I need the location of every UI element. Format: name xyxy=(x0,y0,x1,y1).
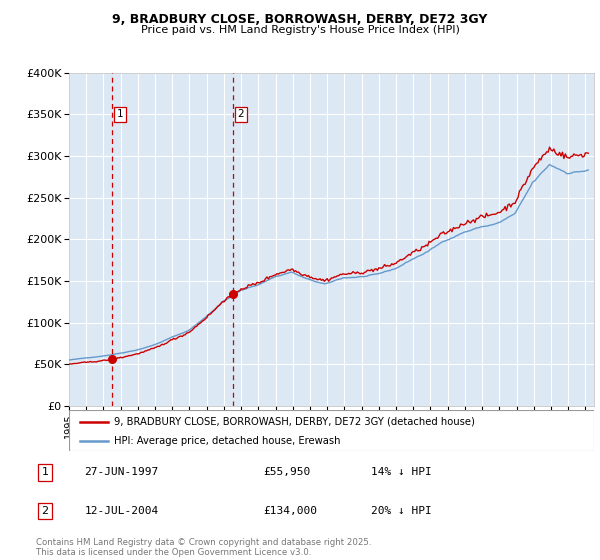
Text: 2: 2 xyxy=(238,109,244,119)
Text: £55,950: £55,950 xyxy=(263,468,310,478)
Text: HPI: Average price, detached house, Erewash: HPI: Average price, detached house, Erew… xyxy=(113,436,340,446)
Text: £134,000: £134,000 xyxy=(263,506,317,516)
Text: 9, BRADBURY CLOSE, BORROWASH, DERBY, DE72 3GY (detached house): 9, BRADBURY CLOSE, BORROWASH, DERBY, DE7… xyxy=(113,417,475,427)
Text: 1: 1 xyxy=(41,468,49,478)
Text: Price paid vs. HM Land Registry's House Price Index (HPI): Price paid vs. HM Land Registry's House … xyxy=(140,25,460,35)
Text: 9, BRADBURY CLOSE, BORROWASH, DERBY, DE72 3GY: 9, BRADBURY CLOSE, BORROWASH, DERBY, DE7… xyxy=(112,13,488,26)
Text: 20% ↓ HPI: 20% ↓ HPI xyxy=(371,506,431,516)
Text: 2: 2 xyxy=(41,506,49,516)
Text: 27-JUN-1997: 27-JUN-1997 xyxy=(85,468,159,478)
Text: 1: 1 xyxy=(116,109,123,119)
Text: Contains HM Land Registry data © Crown copyright and database right 2025.
This d: Contains HM Land Registry data © Crown c… xyxy=(36,538,371,557)
Text: 14% ↓ HPI: 14% ↓ HPI xyxy=(371,468,431,478)
Text: 12-JUL-2004: 12-JUL-2004 xyxy=(85,506,159,516)
